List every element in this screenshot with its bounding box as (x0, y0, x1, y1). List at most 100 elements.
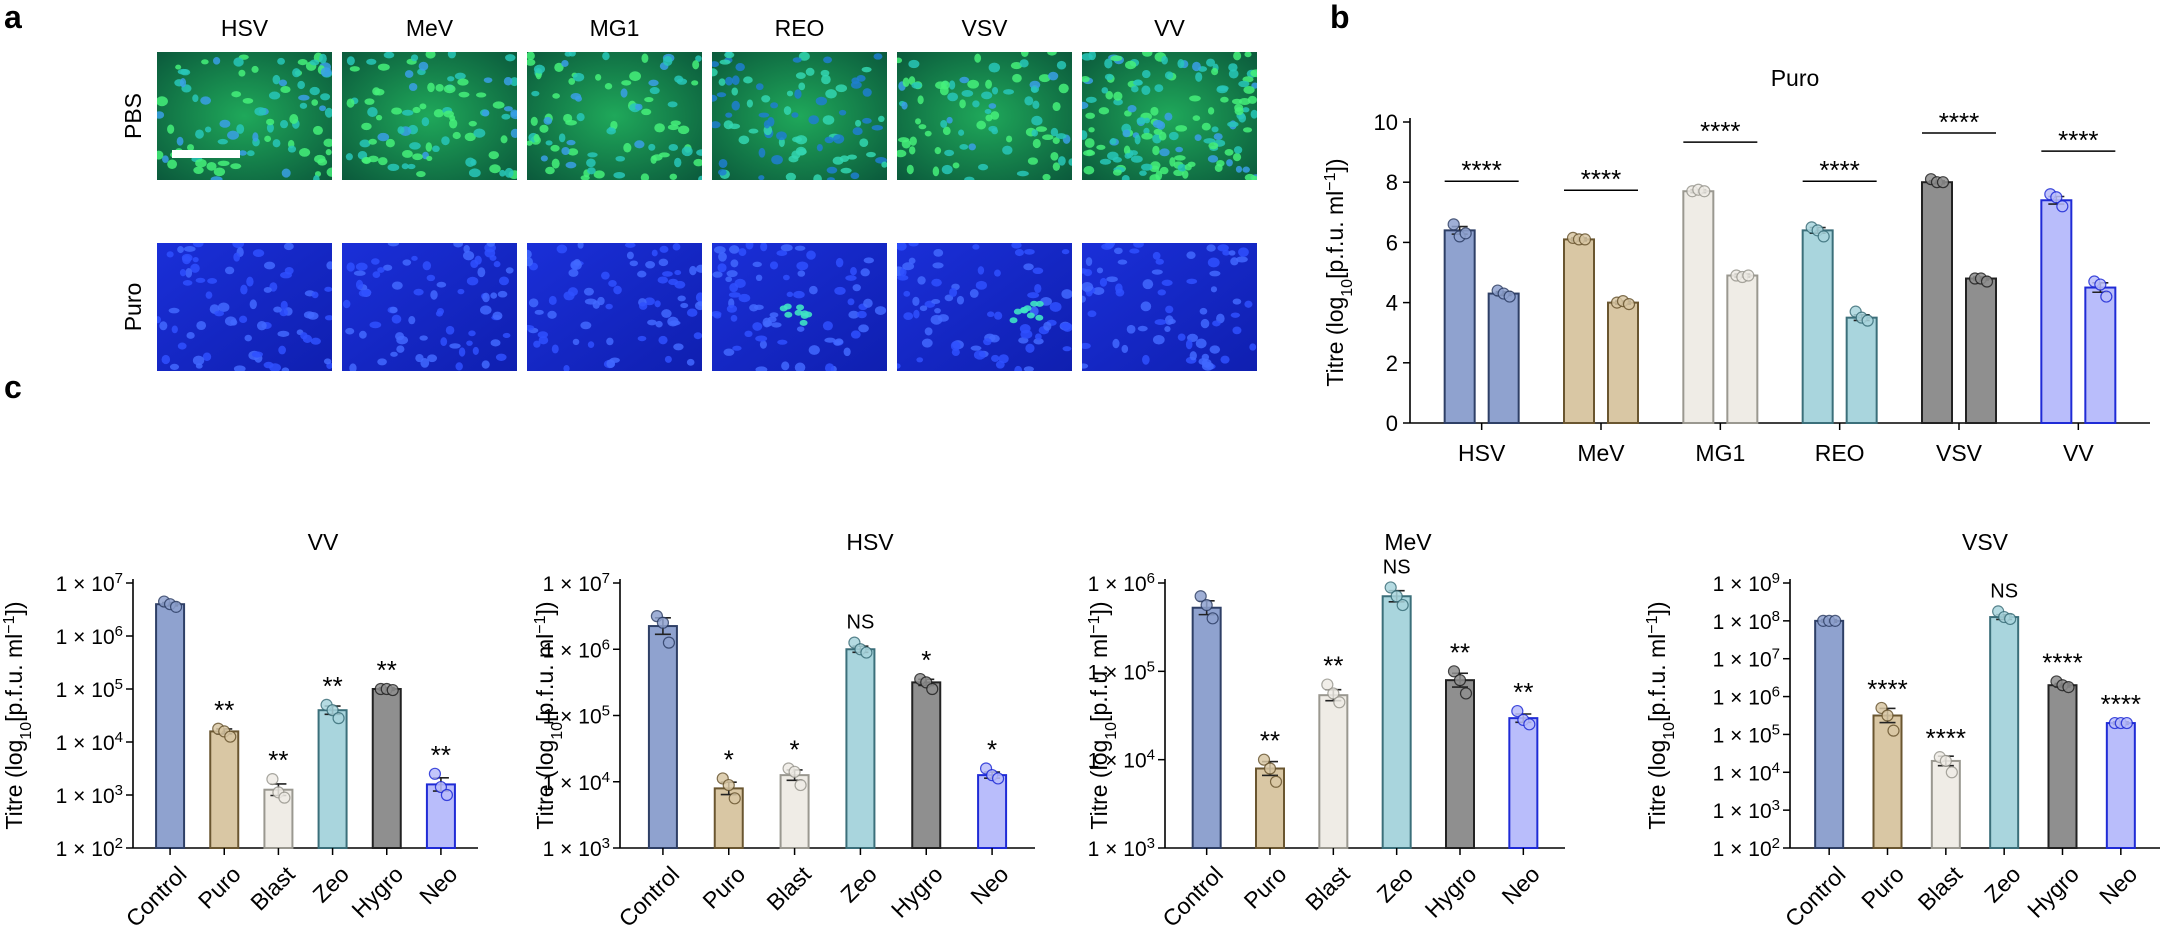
x-tick-label: Zeo (1979, 861, 2025, 907)
data-point (1742, 269, 1755, 282)
significance-label: ** (1260, 726, 1280, 756)
data-point (1817, 230, 1830, 243)
category-vsv: **** VSV (1921, 107, 1997, 466)
category-blast: ** Blast (1300, 651, 1355, 916)
category-puro: ** Puro (1239, 726, 1292, 914)
x-tick-label: VV (2063, 440, 2094, 466)
significance-label: * (987, 735, 997, 765)
data-point (1459, 227, 1472, 240)
micrograph-cells (712, 243, 887, 371)
bar-value (2105, 722, 2136, 849)
x-tick-label: Blast (1913, 861, 1968, 916)
data-point (440, 788, 454, 802)
bar-value (1318, 694, 1349, 850)
chart-c1: VV Titre (log10[p.f.u. ml−1]) 1 × 102 1 × 1… (1, 529, 478, 932)
category-control: Control (614, 610, 685, 932)
bar-pbs (1682, 190, 1715, 424)
x-tick-label: VSV (1936, 440, 1983, 466)
y-tick-label: 0 (1386, 411, 1398, 436)
data-point (386, 683, 399, 697)
data-point (224, 730, 237, 743)
data-point (2094, 278, 2107, 291)
bar-value (371, 688, 402, 849)
y-tick-label: 1 × 109 (1713, 570, 1780, 597)
panel-b-chart: Puro Titre (log10[p.f.u. ml−1]) 0 2 4 6 8 10 ***… (1322, 65, 2150, 466)
data-point (1257, 753, 1271, 766)
x-tick-label: Neo (2094, 861, 2142, 909)
bar-value (911, 681, 942, 849)
bar-pbs (1443, 229, 1476, 424)
x-tick-label: Hygro (346, 861, 408, 923)
x-tick-label: Control (121, 861, 192, 932)
x-tick-label: REO (1815, 440, 1865, 466)
panel-label-c: c (4, 369, 22, 405)
y-axis-label: Titre (log10[p.f.u. ml−1]) (532, 601, 566, 829)
data-point (266, 772, 279, 786)
micrograph-puro-vsv (897, 243, 1072, 371)
bar-value (1445, 679, 1475, 850)
significance-label: **** (1867, 674, 1907, 704)
data-point (2050, 191, 2063, 204)
micrograph-puro-hsv (157, 243, 332, 371)
data-point (1384, 581, 1397, 594)
panel-a-column-mg1: MG1 (590, 15, 640, 41)
significance-label: NS (1383, 556, 1411, 578)
y-tick-label: 1 × 103 (1088, 835, 1155, 862)
y-tick-label: 1 × 106 (56, 623, 123, 650)
data-point (1511, 704, 1524, 718)
category-control: Control (121, 595, 192, 932)
micrograph-cells (712, 52, 887, 180)
data-point (278, 791, 291, 804)
y-tick-label: 1 × 107 (1713, 645, 1780, 672)
significance-label: * (921, 645, 931, 675)
category-blast: * Blast (761, 735, 816, 916)
y-tick-label: 1 × 106 (543, 636, 610, 663)
category-hygro: * Hygro (886, 645, 948, 923)
data-point (1523, 718, 1536, 731)
data-point (169, 600, 183, 613)
category-puro: **** Puro (1856, 674, 1909, 914)
data-point (1887, 724, 1900, 737)
y-tick-label: 8 (1386, 170, 1398, 195)
data-point (1453, 674, 1467, 687)
y-tick-label: 1 × 102 (56, 835, 123, 862)
category-hsv: **** HSV (1443, 155, 1520, 466)
chart-title: MeV (1384, 529, 1432, 555)
y-tick-label: 1 × 108 (1713, 607, 1780, 634)
significance-label: ** (214, 695, 234, 725)
y-axis-label: Titre (log10[p.f.u. ml−1]) (1086, 601, 1120, 829)
data-point (1269, 775, 1283, 788)
y-tick-label: 1 × 105 (1088, 658, 1155, 685)
data-point (1945, 766, 1958, 779)
micrograph-puro-reo (712, 243, 887, 371)
y-tick-label: 1 × 104 (56, 729, 123, 756)
significance-label: **** (1700, 116, 1740, 146)
x-tick-label: Puro (1239, 861, 1292, 914)
micrograph-cells (1082, 243, 1257, 371)
data-point (2100, 290, 2113, 303)
x-tick-label: Hygro (886, 861, 948, 923)
significance-label: **** (1461, 155, 1501, 185)
x-tick-label: Blast (245, 861, 300, 916)
panel-c-charts: VV Titre (log10[p.f.u. ml−1]) 1 × 102 1 × 1… (1, 529, 2160, 932)
micrograph-puro-vv (1082, 243, 1257, 371)
micrograph-cells (897, 52, 1072, 180)
panel-a-column-mev: MeV (406, 15, 454, 41)
y-tick-label: 6 (1386, 230, 1398, 255)
data-point (788, 765, 801, 778)
data-point (434, 780, 448, 794)
bar-puro (1487, 292, 1520, 424)
x-tick-label: Neo (1497, 861, 1545, 909)
micrograph-cells (1082, 52, 1257, 180)
bar-value (1381, 595, 1412, 849)
chart-title: VV (308, 529, 339, 555)
category-vv: **** VV (2040, 125, 2117, 466)
bar-value (1508, 717, 1539, 850)
data-point (2120, 716, 2133, 730)
micrograph-pbs-vsv (897, 52, 1072, 180)
x-tick-label: Control (614, 861, 685, 932)
bar-value (1989, 616, 2020, 849)
data-point (728, 792, 741, 805)
bar-pbs (1921, 181, 1953, 424)
